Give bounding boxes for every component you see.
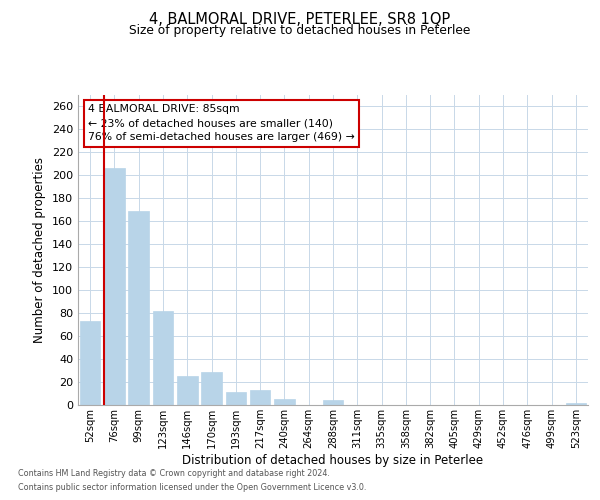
Bar bbox=[323, 400, 343, 405]
Text: Contains public sector information licensed under the Open Government Licence v3: Contains public sector information licen… bbox=[18, 484, 367, 492]
Text: Contains HM Land Registry data © Crown copyright and database right 2024.: Contains HM Land Registry data © Crown c… bbox=[18, 468, 330, 477]
Bar bbox=[128, 211, 149, 405]
Text: 4, BALMORAL DRIVE, PETERLEE, SR8 1QP: 4, BALMORAL DRIVE, PETERLEE, SR8 1QP bbox=[149, 12, 451, 28]
Bar bbox=[104, 168, 125, 405]
Bar bbox=[201, 372, 222, 405]
Bar bbox=[80, 321, 100, 405]
Bar bbox=[177, 376, 197, 405]
Y-axis label: Number of detached properties: Number of detached properties bbox=[34, 157, 46, 343]
Text: Size of property relative to detached houses in Peterlee: Size of property relative to detached ho… bbox=[130, 24, 470, 37]
Bar bbox=[152, 311, 173, 405]
Text: 4 BALMORAL DRIVE: 85sqm
← 23% of detached houses are smaller (140)
76% of semi-d: 4 BALMORAL DRIVE: 85sqm ← 23% of detache… bbox=[88, 104, 355, 142]
Bar bbox=[226, 392, 246, 405]
Bar bbox=[566, 402, 586, 405]
Bar bbox=[274, 400, 295, 405]
Bar bbox=[250, 390, 271, 405]
X-axis label: Distribution of detached houses by size in Peterlee: Distribution of detached houses by size … bbox=[182, 454, 484, 466]
